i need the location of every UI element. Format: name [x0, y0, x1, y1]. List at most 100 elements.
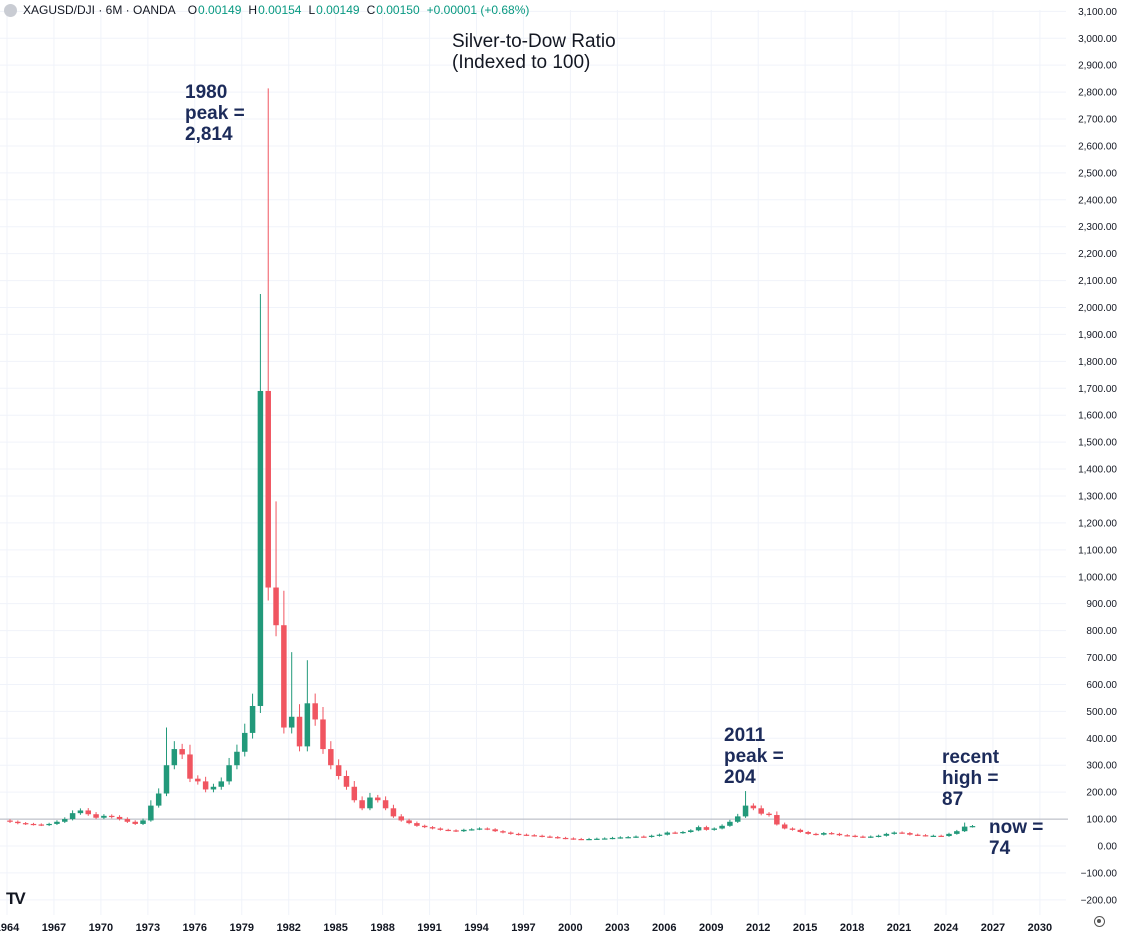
candle-body	[398, 816, 404, 821]
candle-body	[930, 835, 937, 837]
candle-body	[77, 810, 84, 814]
y-axis: −200.00 −100.00 0.00 100.00 200.00 300.00 400.…	[1078, 7, 1117, 907]
candle-body	[594, 838, 600, 840]
candle-body	[828, 833, 835, 835]
y-tick-label: 800.00	[1086, 626, 1117, 637]
candle-body	[617, 837, 624, 839]
candle-body	[860, 836, 866, 838]
x-tick-label: 2027	[981, 922, 1005, 934]
candle-body	[547, 836, 553, 838]
y-tick-label: 1,900.00	[1078, 330, 1117, 341]
tradingview-logo-icon[interactable]: TV	[6, 889, 26, 908]
x-tick-label: 1979	[230, 922, 254, 934]
change-value: +0.00001 (+0.68%)	[426, 3, 530, 17]
chart-title-line: (Indexed to 100)	[452, 52, 591, 73]
y-tick-label: 2,800.00	[1078, 88, 1117, 99]
candle-body	[633, 836, 639, 838]
y-tick-label: −100.00	[1081, 868, 1118, 879]
y-tick-label: 2,600.00	[1078, 141, 1117, 152]
candle-body	[242, 732, 248, 752]
open-value: 0.00149	[198, 3, 242, 17]
x-tick-label: 1994	[464, 922, 489, 934]
candle-body	[641, 836, 647, 838]
x-tick-label: 2003	[605, 922, 629, 934]
candle-body	[85, 810, 91, 815]
candle-body	[883, 833, 890, 836]
candle-body	[124, 819, 131, 822]
open-label: O	[187, 3, 198, 17]
candle-body	[836, 833, 843, 836]
x-tick-label: 2009	[699, 922, 723, 934]
y-tick-label: 2,900.00	[1078, 61, 1117, 72]
y-tick-label: 3,100.00	[1078, 7, 1117, 18]
close-label: C	[366, 3, 376, 17]
close-value: 0.00150	[376, 3, 420, 17]
candle-body	[703, 827, 710, 830]
candle-body	[359, 800, 365, 809]
candle-body	[328, 749, 334, 766]
candle-body	[195, 778, 201, 782]
x-tick-label: 2015	[793, 922, 817, 934]
candle-body	[891, 832, 897, 834]
y-tick-label: 1,600.00	[1078, 411, 1117, 422]
candle-body	[7, 820, 13, 822]
y-tick-label: 400.00	[1086, 734, 1117, 745]
candle-body	[453, 830, 459, 832]
y-tick-label: 700.00	[1086, 653, 1117, 664]
candle-body	[844, 835, 851, 837]
candle-body	[382, 800, 389, 809]
y-tick-label: −200.00	[1081, 895, 1118, 906]
candle-body	[562, 837, 569, 840]
y-tick-label: 900.00	[1086, 599, 1117, 610]
candle-body	[155, 793, 162, 806]
high-label: H	[248, 3, 258, 17]
candle-body	[343, 775, 350, 787]
candle-body	[954, 831, 960, 834]
candle-body	[758, 808, 764, 814]
candle-body	[961, 826, 968, 832]
candle-body	[695, 827, 702, 831]
candle-body	[476, 828, 483, 830]
y-tick-label: 2,000.00	[1078, 303, 1117, 314]
candle-body	[875, 835, 882, 837]
candle-body	[797, 829, 804, 832]
x-tick-label: 2030	[1028, 922, 1052, 934]
candle-body	[15, 821, 21, 824]
candle-body	[257, 390, 264, 706]
candle-body	[429, 827, 436, 829]
candle-body	[296, 716, 303, 747]
y-tick-label: 2,700.00	[1078, 115, 1117, 126]
chart-title: Silver-to-Dow Ratio (Indexed to 100)	[452, 31, 616, 73]
candle-body	[179, 749, 185, 755]
settings-icon[interactable]	[1094, 916, 1105, 927]
candle-body	[101, 815, 107, 818]
candle-body	[813, 833, 819, 836]
candle-body	[163, 765, 170, 794]
candle-body	[171, 749, 178, 766]
candle-body	[625, 837, 631, 839]
symbol-header: XAGUSD/DJI · 6M · OANDA O 0.00149 H 0.0015…	[4, 3, 536, 17]
symbol-logo-icon	[4, 3, 17, 17]
candle-body	[938, 835, 944, 837]
y-tick-label: 500.00	[1086, 707, 1117, 718]
x-tick-label: 1982	[276, 922, 300, 934]
candle-body	[523, 834, 530, 836]
candle-body	[375, 797, 381, 801]
candle-body	[226, 765, 232, 782]
x-axis: 1964 1967 1970 1973 1976 1979 1982 1985 1988 1991…	[0, 922, 1052, 934]
y-tick-label: 600.00	[1086, 680, 1117, 691]
candle-body	[468, 829, 475, 831]
y-tick-label: 1,000.00	[1078, 572, 1117, 583]
x-tick-label: 2018	[840, 922, 864, 934]
candle-body	[766, 813, 772, 816]
candle-body	[218, 781, 225, 787]
candle-body	[273, 587, 279, 626]
symbol-name[interactable]: XAGUSD/DJI · 6M · OANDA	[23, 3, 176, 17]
high-value: 0.00154	[258, 3, 302, 17]
candle-body	[515, 833, 522, 836]
candle-body	[38, 824, 45, 826]
y-tick-label: 2,500.00	[1078, 168, 1117, 179]
candle-body	[62, 819, 68, 822]
candle-body	[508, 832, 514, 834]
candle-body	[609, 837, 616, 840]
